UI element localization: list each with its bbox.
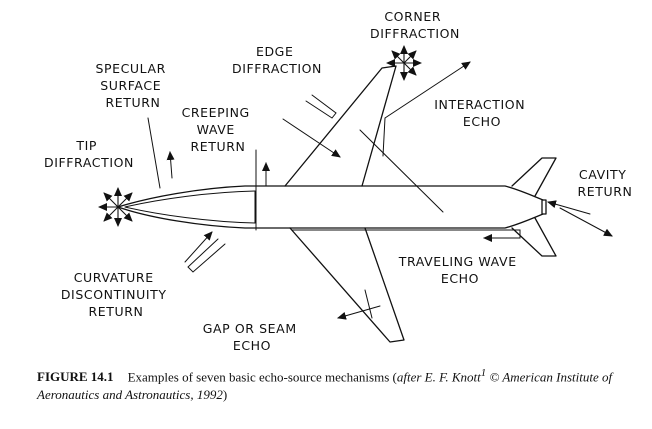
label-corner-diffraction: CORNER DIFFRACTION <box>370 9 460 41</box>
caption-text: Examples of seven basic echo-source mech… <box>127 369 397 385</box>
gap-seam-arrows <box>337 289 381 320</box>
label-tip-diffraction: TIP DIFFRACTION <box>44 138 134 170</box>
curvature-return-arrows <box>184 231 226 273</box>
label-traveling-wave-echo: TRAVELING WAVE ECHO <box>398 254 522 286</box>
label-interaction-echo: INTERACTION ECHO <box>434 97 530 129</box>
caption-source: © American Institute of Aeronautics and … <box>37 369 613 403</box>
label-cavity-return: CAVITY RETURN <box>577 167 632 199</box>
caption-superscript: 1 <box>480 367 487 379</box>
caption-closing: ) <box>222 387 228 403</box>
interaction-echo-path <box>359 61 471 213</box>
edge-diffraction-arrows <box>282 94 341 158</box>
traveling-wave-arrows <box>291 229 521 242</box>
figure-caption: FIGURE 14.1 Examples of seven basic echo-… <box>37 364 642 404</box>
specular-return-arrows <box>147 117 175 189</box>
label-creeping-wave-return: CREEPING WAVE RETURN <box>182 105 255 154</box>
cavity-return-arrows <box>547 200 613 237</box>
corner-burst-icon <box>386 45 422 81</box>
label-edge-diffraction: EDGE DIFFRACTION <box>232 44 322 76</box>
caption-attribution: after E. F. Knott <box>396 369 481 385</box>
figure-number: FIGURE 14.1 <box>37 369 114 385</box>
label-specular-surface-return: SPECULAR SURFACE RETURN <box>95 61 170 110</box>
missile-outline <box>117 65 557 343</box>
creeping-wave-arrows <box>255 149 270 231</box>
label-gap-seam-echo: GAP OR SEAM ECHO <box>203 321 302 353</box>
label-curvature-discontinuity-return: CURVATURE DISCONTINUITY RETURN <box>61 270 171 319</box>
tip-burst-icon <box>98 187 133 227</box>
